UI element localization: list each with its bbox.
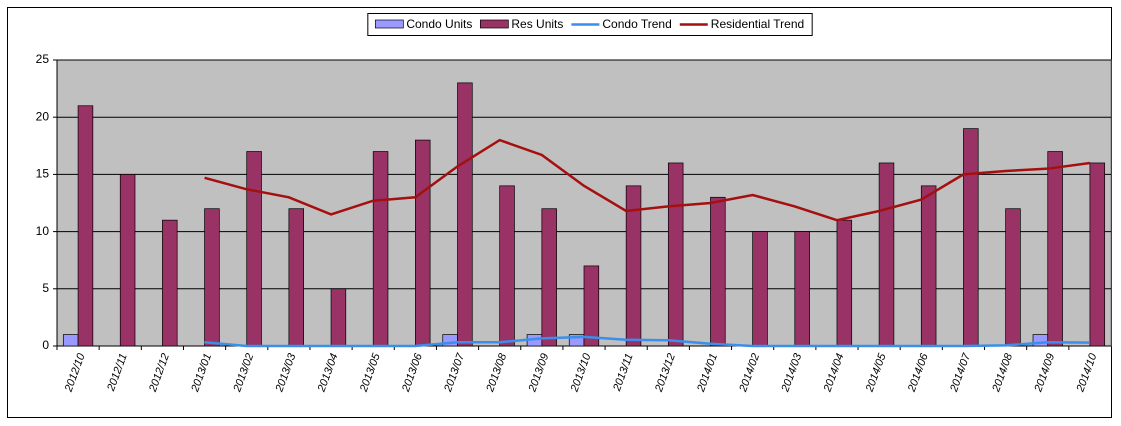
bar bbox=[836, 219, 853, 347]
bar bbox=[1005, 208, 1021, 347]
legend-label: Condo Trend bbox=[602, 17, 671, 31]
legend-swatch bbox=[374, 19, 404, 29]
bar bbox=[415, 139, 431, 347]
bar bbox=[878, 162, 895, 347]
bar bbox=[963, 128, 979, 347]
legend-label: Res Units bbox=[511, 17, 563, 31]
bar bbox=[119, 174, 136, 347]
bar bbox=[667, 162, 684, 347]
bar bbox=[288, 208, 304, 347]
bar bbox=[77, 105, 94, 347]
bar bbox=[372, 151, 389, 347]
y-tick-label: 25 bbox=[36, 52, 50, 66]
bar bbox=[330, 288, 347, 347]
bar bbox=[920, 185, 937, 347]
bar bbox=[246, 151, 262, 347]
legend-label: Residential Trend bbox=[711, 17, 804, 31]
bar bbox=[1047, 151, 1063, 347]
trend-line bbox=[204, 138, 1091, 222]
bar bbox=[583, 265, 600, 347]
y-tick-label: 0 bbox=[42, 338, 49, 352]
legend-label: Condo Units bbox=[406, 17, 472, 31]
y-tick-label: 10 bbox=[36, 224, 50, 238]
bar bbox=[752, 231, 768, 347]
bar bbox=[204, 208, 220, 347]
bar bbox=[625, 185, 642, 347]
bar bbox=[1089, 162, 1106, 347]
legend: Condo Units Res Units Condo Trend Residenti… bbox=[367, 13, 813, 36]
y-tick-label: 5 bbox=[42, 281, 49, 295]
bar bbox=[710, 196, 726, 347]
bar bbox=[457, 82, 473, 347]
bar bbox=[794, 231, 810, 347]
trend-line bbox=[204, 335, 1090, 348]
legend-swatch bbox=[480, 19, 509, 29]
bar bbox=[499, 185, 515, 347]
bar bbox=[162, 219, 178, 347]
y-tick-label: 15 bbox=[36, 167, 50, 181]
bar bbox=[62, 334, 79, 347]
y-tick-label: 20 bbox=[36, 109, 50, 123]
bar bbox=[541, 208, 557, 347]
